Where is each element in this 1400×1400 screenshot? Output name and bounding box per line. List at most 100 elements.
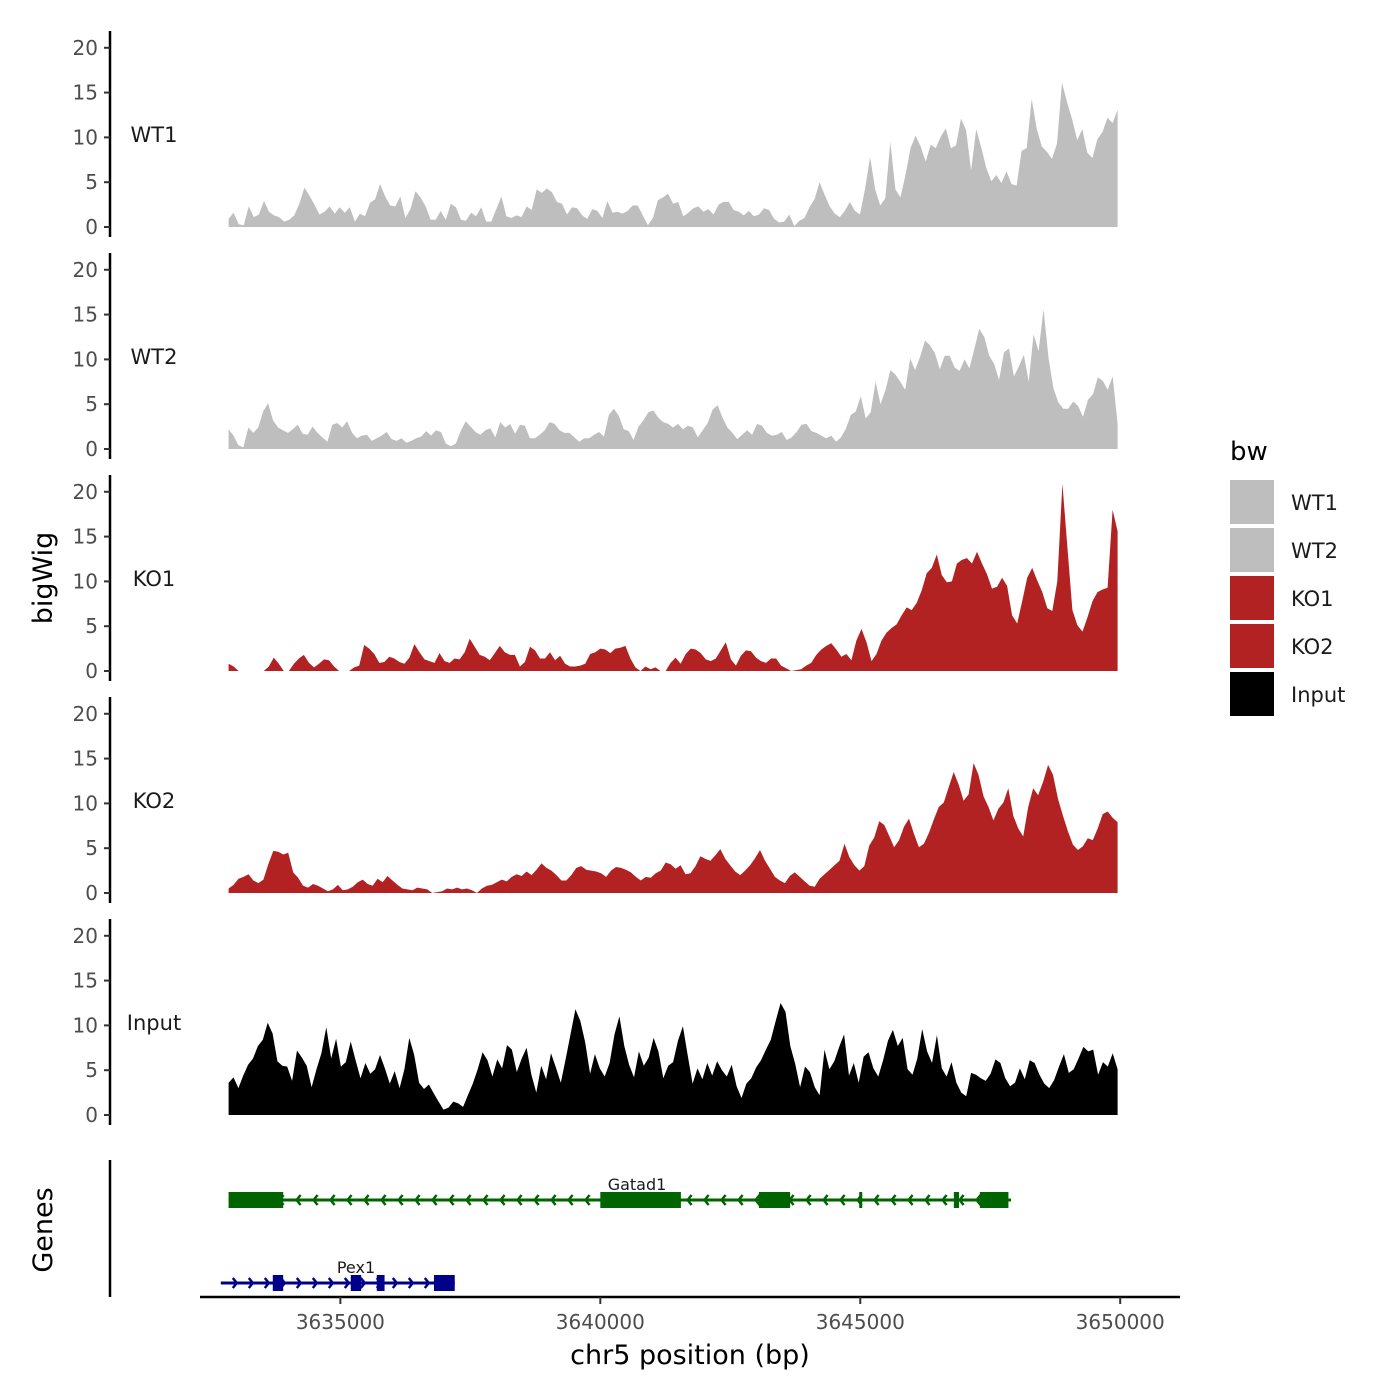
strand-arrow-Pex1 <box>311 1277 319 1289</box>
strand-arrow-Gatad1 <box>566 1194 574 1206</box>
strand-arrow-Pex1 <box>247 1277 255 1289</box>
signal-tracks: 0 5 10 15 20 WT1 0 5 10 15 20 WT2 0 5 10 15 20 KO1 0 5 10 15 2… <box>73 31 1118 1127</box>
track-label-WT1: WT1 <box>131 123 178 147</box>
strand-arrow-Gatad1 <box>753 1194 761 1206</box>
strand-arrow-Gatad1 <box>498 1194 506 1206</box>
y-tick-label-WT1-0: 0 <box>85 215 98 239</box>
strand-arrow-Gatad1 <box>906 1194 914 1206</box>
strand-arrow-Gatad1 <box>736 1194 744 1206</box>
gene-label-Pex1: Pex1 <box>337 1258 375 1277</box>
strand-arrow-Gatad1 <box>957 1194 965 1206</box>
gene-track: Gatad1 Pex1 <box>108 1160 1012 1297</box>
strand-arrow-Gatad1 <box>396 1194 404 1206</box>
strand-arrow-Pex1 <box>295 1277 303 1289</box>
x-tick-label-3635000: 3635000 <box>296 1310 385 1334</box>
strand-arrow-Pex1 <box>327 1277 335 1289</box>
y-tick-label-WT1-5: 5 <box>85 170 98 194</box>
strand-arrow-Gatad1 <box>379 1194 387 1206</box>
signal-area-Input <box>228 1003 1118 1115</box>
y-tick-label-WT2-10: 10 <box>73 347 98 371</box>
legend-label-KO2: KO2 <box>1291 635 1334 659</box>
strand-arrow-Gatad1 <box>838 1194 846 1206</box>
strand-arrow-Gatad1 <box>345 1194 353 1206</box>
y-tick-label-WT2-5: 5 <box>85 392 98 416</box>
strand-arrow-Gatad1 <box>821 1194 829 1206</box>
exon-Gatad1-4 <box>859 1192 863 1208</box>
y-tick-label-Input-20: 20 <box>73 924 98 948</box>
strand-arrow-Gatad1 <box>515 1194 523 1206</box>
strand-arrow-Pex1 <box>407 1277 415 1289</box>
strand-arrow-Gatad1 <box>940 1194 948 1206</box>
legend-label-KO1: KO1 <box>1291 587 1334 611</box>
y-tick-label-WT2-0: 0 <box>85 437 98 461</box>
x-tick-label-3650000: 3650000 <box>1076 1310 1165 1334</box>
legend-key-KO2 <box>1230 624 1274 668</box>
y-tick-label-KO2-10: 10 <box>73 791 98 815</box>
y-tick-label-KO2-20: 20 <box>73 702 98 726</box>
strand-arrow-Gatad1 <box>889 1194 897 1206</box>
strand-arrow-Gatad1 <box>923 1194 931 1206</box>
signal-area-WT2 <box>228 309 1118 449</box>
legend: bw WT1 WT2 KO1 KO2 Input <box>1230 437 1345 716</box>
strand-arrow-Pex1 <box>343 1277 351 1289</box>
y-tick-label-KO1-10: 10 <box>73 569 98 593</box>
signal-area-KO1 <box>228 483 1118 671</box>
strand-arrow-Pex1 <box>391 1277 399 1289</box>
legend-key-KO1 <box>1230 576 1274 620</box>
y-tick-label-WT1-20: 20 <box>73 36 98 60</box>
y-tick-label-KO2-5: 5 <box>85 836 98 860</box>
strand-arrow-Pex1 <box>231 1277 239 1289</box>
strand-arrow-Gatad1 <box>872 1194 880 1206</box>
strand-arrow-Gatad1 <box>464 1194 472 1206</box>
y-tick-label-WT1-15: 15 <box>73 81 98 105</box>
y-tick-label-Input-5: 5 <box>85 1058 98 1082</box>
strand-arrow-Gatad1 <box>702 1194 710 1206</box>
strand-arrow-Gatad1 <box>430 1194 438 1206</box>
strand-arrow-Pex1 <box>423 1277 431 1289</box>
signal-area-KO2 <box>228 763 1118 893</box>
x-tick-label-3645000: 3645000 <box>816 1310 905 1334</box>
y-tick-label-KO2-0: 0 <box>85 881 98 905</box>
strand-arrow-Gatad1 <box>719 1194 727 1206</box>
strand-arrow-Gatad1 <box>328 1194 336 1206</box>
y-tick-label-WT2-15: 15 <box>73 303 98 327</box>
strand-arrow-Gatad1 <box>549 1194 557 1206</box>
y-tick-label-Input-0: 0 <box>85 1103 98 1127</box>
track-label-KO2: KO2 <box>133 789 176 813</box>
exon-Pex1-3 <box>376 1275 385 1291</box>
strand-arrow-Gatad1 <box>974 1194 982 1206</box>
legend-key-Input <box>1230 672 1274 716</box>
legend-label-WT2: WT2 <box>1291 539 1338 563</box>
y-tick-label-KO1-0: 0 <box>85 659 98 683</box>
strand-arrow-Gatad1 <box>583 1194 591 1206</box>
legend-key-WT2 <box>1230 528 1274 572</box>
strand-arrow-Gatad1 <box>311 1194 319 1206</box>
x-axis-title: chr5 position (bp) <box>570 1340 810 1371</box>
strand-arrow-Gatad1 <box>294 1194 302 1206</box>
exon-Gatad1-6 <box>979 1192 1009 1208</box>
signal-area-WT1 <box>228 82 1118 227</box>
strand-arrow-Gatad1 <box>685 1194 693 1206</box>
exon-Gatad1-2 <box>600 1192 681 1208</box>
strand-arrow-Gatad1 <box>362 1194 370 1206</box>
legend-title: bw <box>1230 437 1268 467</box>
y-tick-label-Input-10: 10 <box>73 1013 98 1037</box>
exon-Gatad1-5 <box>953 1192 960 1208</box>
y-tick-label-Input-15: 15 <box>73 969 98 993</box>
track-label-WT2: WT2 <box>131 345 178 369</box>
y-tick-label-WT1-10: 10 <box>73 125 98 149</box>
strand-arrow-Pex1 <box>263 1277 271 1289</box>
y-tick-label-KO1-5: 5 <box>85 614 98 638</box>
track-label-KO1: KO1 <box>133 567 176 591</box>
legend-key-WT1 <box>1230 480 1274 524</box>
legend-label-Input: Input <box>1291 683 1345 707</box>
gene-track-title: Genes <box>28 1187 59 1272</box>
strand-arrow-Pex1 <box>359 1277 367 1289</box>
y-axis-title: bigWig <box>28 532 59 625</box>
track-label-Input: Input <box>127 1011 181 1035</box>
exon-Pex1-4 <box>433 1275 455 1291</box>
strand-arrow-Gatad1 <box>447 1194 455 1206</box>
exon-Gatad1-1 <box>228 1192 284 1208</box>
exon-Pex1-2 <box>350 1275 362 1291</box>
